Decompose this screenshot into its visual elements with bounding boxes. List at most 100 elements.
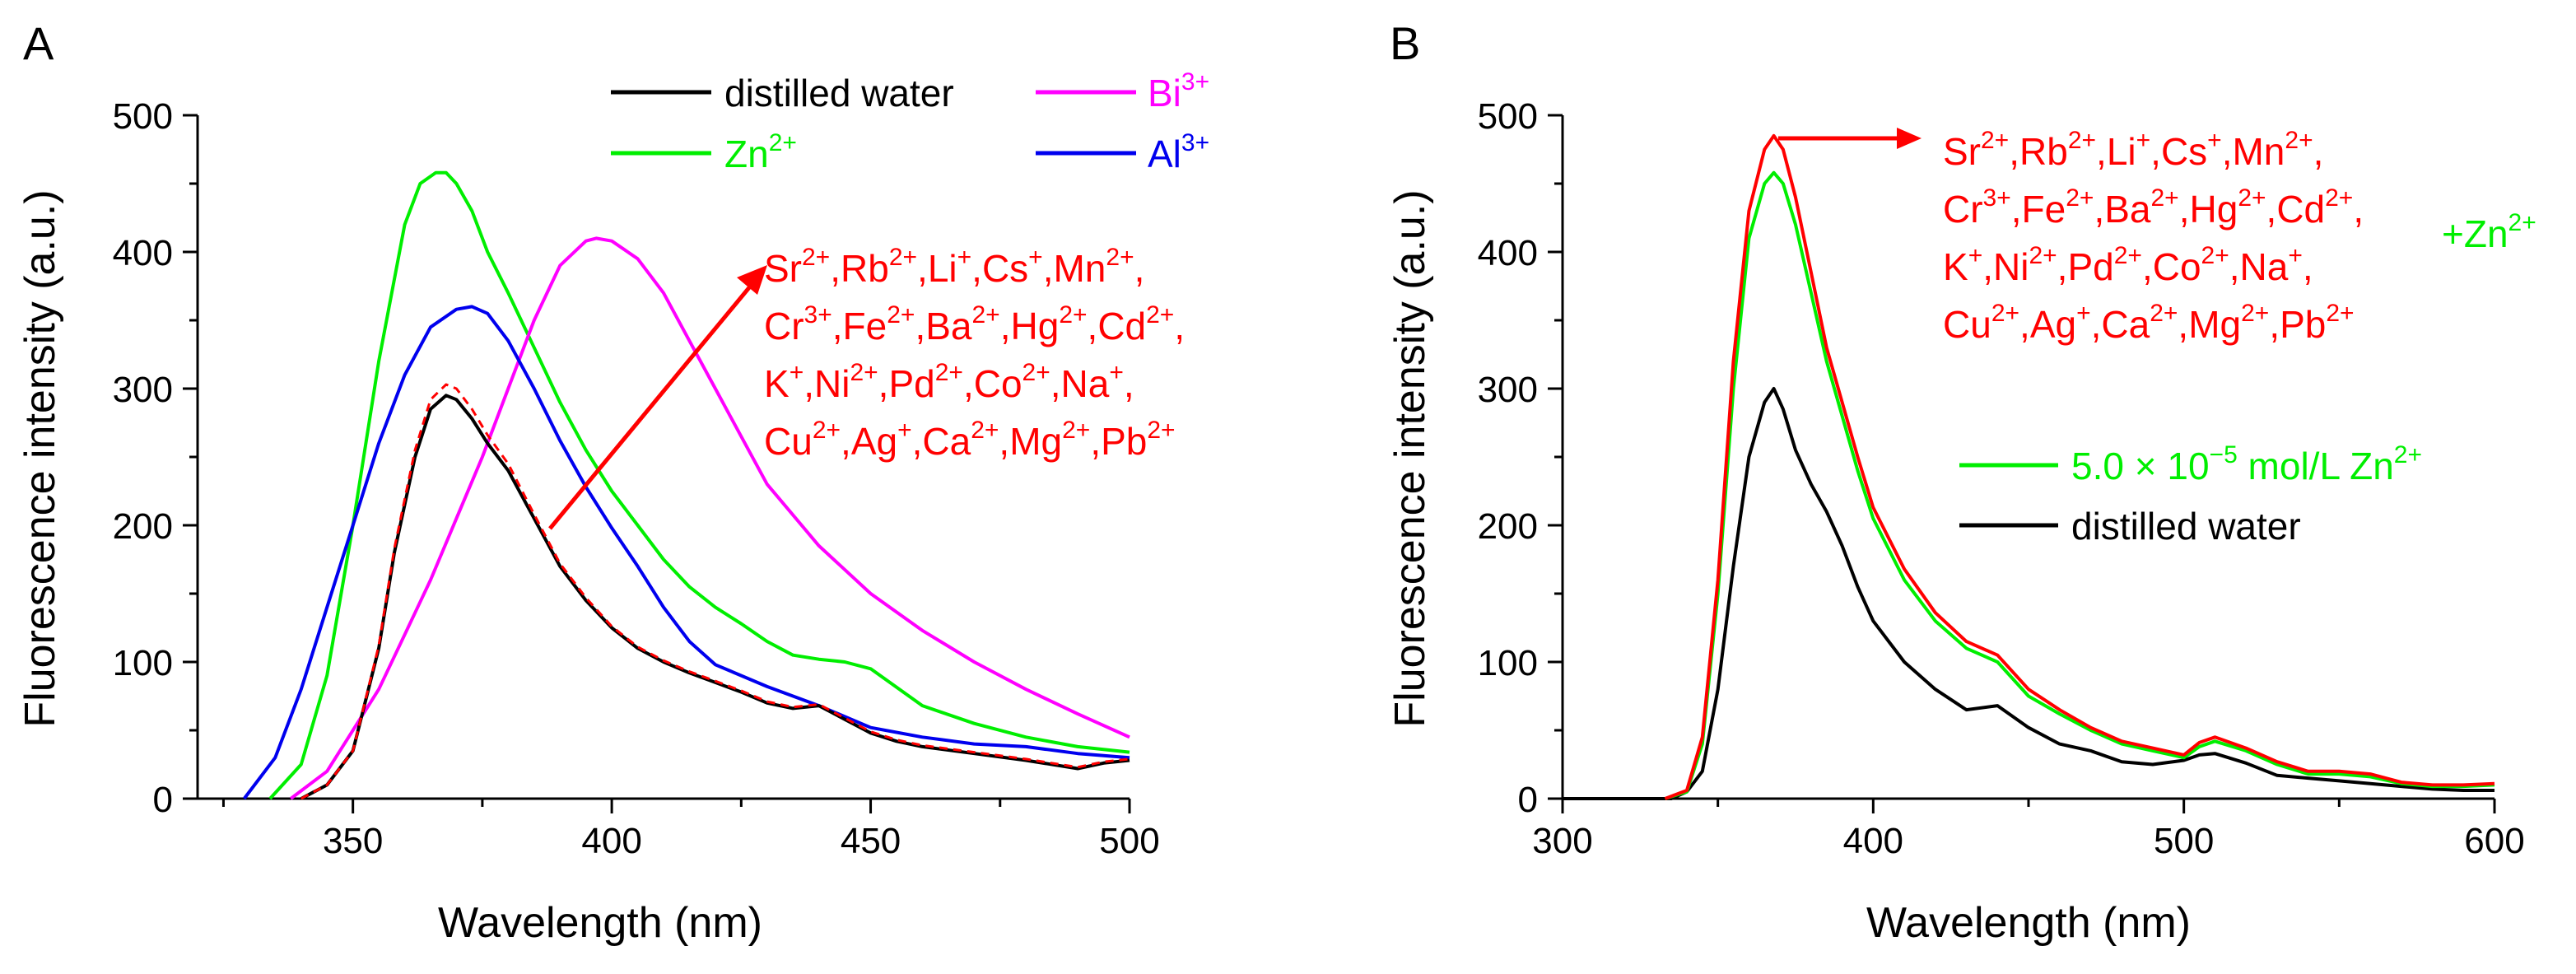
ion-separator: , (915, 305, 925, 347)
ion-base: Fe (2022, 188, 2066, 231)
ion-charge: 2+ (1147, 417, 1175, 444)
ion-separator: , (2179, 188, 2190, 231)
ion-charge: + (1109, 359, 1124, 386)
ion-separator: , (2229, 245, 2240, 288)
ion-charge: 2+ (972, 301, 1000, 329)
ion-separator: , (1088, 305, 1098, 347)
legend-label-zn: Zn2+ (724, 129, 797, 175)
ion-base: Ni (1993, 245, 2029, 288)
ion-charge: 2+ (2151, 184, 2179, 212)
x-tick-label: 450 (841, 821, 901, 861)
ion-charge: + (2076, 300, 2091, 327)
panel-a-ion-annotation: Sr2+,Rb2+,Li+,Cs+,Mn2+, Cr3+,Fe2+,Ba2+,Hg… (548, 244, 1185, 530)
x-tick-label: 500 (2154, 821, 2214, 861)
legend-text: distilled water (2071, 505, 2301, 548)
ion-separator: , (2096, 130, 2107, 173)
panel-a-ylabel: Fluorescence intensity (a.u.) (16, 189, 64, 727)
series-line-water (300, 394, 1130, 800)
ion-base: Cd (2276, 188, 2325, 231)
panel-a-xlabel: Wavelength (nm) (438, 899, 762, 947)
legend-label-water-b: distilled water (2071, 505, 2301, 548)
ion-charge: + (790, 359, 804, 386)
ion-charge: 2+ (2326, 300, 2354, 327)
panel-a: A Fluorescence intensity (a.u.) Waveleng… (16, 17, 1209, 947)
series-line-ions (1664, 133, 2495, 800)
ion-base: Hg (1011, 305, 1060, 347)
y-tick-label: 500 (113, 96, 173, 137)
ion-base: Ag (2030, 303, 2076, 346)
legend-label-bi: Bi3+ (1148, 68, 1209, 114)
panel-b-axes: 0 100 200 300 400 500 300 400 500 600 (1478, 96, 2525, 861)
ion-base: Co (2153, 245, 2201, 288)
ion-charge: + (957, 244, 972, 271)
ion-separator: , (999, 420, 1009, 463)
ion-base: Co (974, 362, 1022, 405)
y-tick-label: 100 (1478, 643, 1538, 683)
ion-charge: 2+ (1146, 301, 1174, 329)
panel-b-plus-zn: +Zn2+ (2442, 209, 2536, 255)
ion-charge: 2+ (2325, 184, 2353, 212)
ion-separator: , (2094, 188, 2104, 231)
ion-base: Pb (2280, 303, 2326, 346)
ion-base: Mn (2232, 130, 2285, 173)
ion-charge: + (2207, 127, 2222, 154)
y-tick-label: 200 (1478, 506, 1538, 547)
ion-charge: 2+ (2150, 300, 2178, 327)
y-tick-label: 400 (113, 233, 173, 273)
panel-b-ion-list: Sr2+,Rb2+,Li+,Cs+,Mn2+, Cr3+,Fe2+,Ba2+,Hg… (1943, 127, 2364, 346)
ion-charge: 2+ (2114, 242, 2142, 269)
series-line-ions (300, 383, 1130, 800)
ion-base: Hg (2190, 188, 2238, 231)
ion-separator: , (963, 362, 974, 405)
y-tick-label: 0 (153, 780, 173, 820)
ion-base: Mg (1009, 420, 1062, 463)
ion-separator: , (2303, 245, 2313, 288)
x-tick-label: 400 (581, 821, 641, 861)
ion-charge: 2+ (2285, 127, 2313, 154)
legend-label-water: distilled water (724, 72, 954, 114)
ion-charge: 2+ (1062, 417, 1090, 444)
y-tick-label: 400 (1478, 233, 1538, 273)
x-tick-label: 350 (323, 821, 383, 861)
ion-base: Ba (2104, 188, 2151, 231)
ion-charge: 2+ (2068, 127, 2096, 154)
series-line-water (1563, 387, 2494, 800)
ion-separator: , (1982, 245, 1993, 288)
ion-base: Fe (843, 305, 887, 347)
ion-base: Ca (2101, 303, 2150, 346)
panel-b-ylabel: Fluorescence intensity (a.u.) (1386, 189, 1434, 727)
ion-base: Cr (764, 305, 804, 347)
ion-base: Pd (888, 362, 934, 405)
x-tick-label: 600 (2464, 821, 2524, 861)
ion-separator: , (1043, 247, 1054, 290)
ion-base: Ba (925, 305, 972, 347)
panel-b-label: B (1390, 17, 1420, 69)
legend-label-al: Al3+ (1148, 129, 1209, 175)
ion-charge: 2+ (2029, 242, 2057, 269)
ion-charge: 2+ (971, 417, 999, 444)
ion-base: Pb (1101, 420, 1147, 463)
ion-charge: + (897, 417, 912, 444)
ion-charge: 2+ (813, 417, 841, 444)
ion-separator: , (2178, 303, 2188, 346)
ion-base: Rb (2019, 130, 2068, 173)
panel-a-ion-arrow (548, 280, 756, 530)
ion-charge: 2+ (1022, 359, 1050, 386)
ion-charge: 2+ (2201, 242, 2229, 269)
ion-base: Sr (1943, 130, 1981, 173)
ion-separator: , (2142, 245, 2153, 288)
x-tick-label: 400 (1843, 821, 1903, 861)
y-tick-label: 200 (113, 506, 173, 547)
ion-separator: , (804, 362, 814, 405)
ion-separator: , (2313, 130, 2324, 173)
y-tick-label: 300 (1478, 370, 1538, 410)
ion-separator: , (1134, 247, 1145, 290)
ion-base: Cu (764, 420, 813, 463)
legend-text: mol/L Zn (2238, 445, 2394, 487)
ion-charge: 2+ (935, 359, 963, 386)
ion-separator: , (2009, 130, 2019, 173)
series-line-al (243, 305, 1130, 800)
ion-base: Cs (2161, 130, 2207, 173)
ion-separator: , (2150, 130, 2161, 173)
